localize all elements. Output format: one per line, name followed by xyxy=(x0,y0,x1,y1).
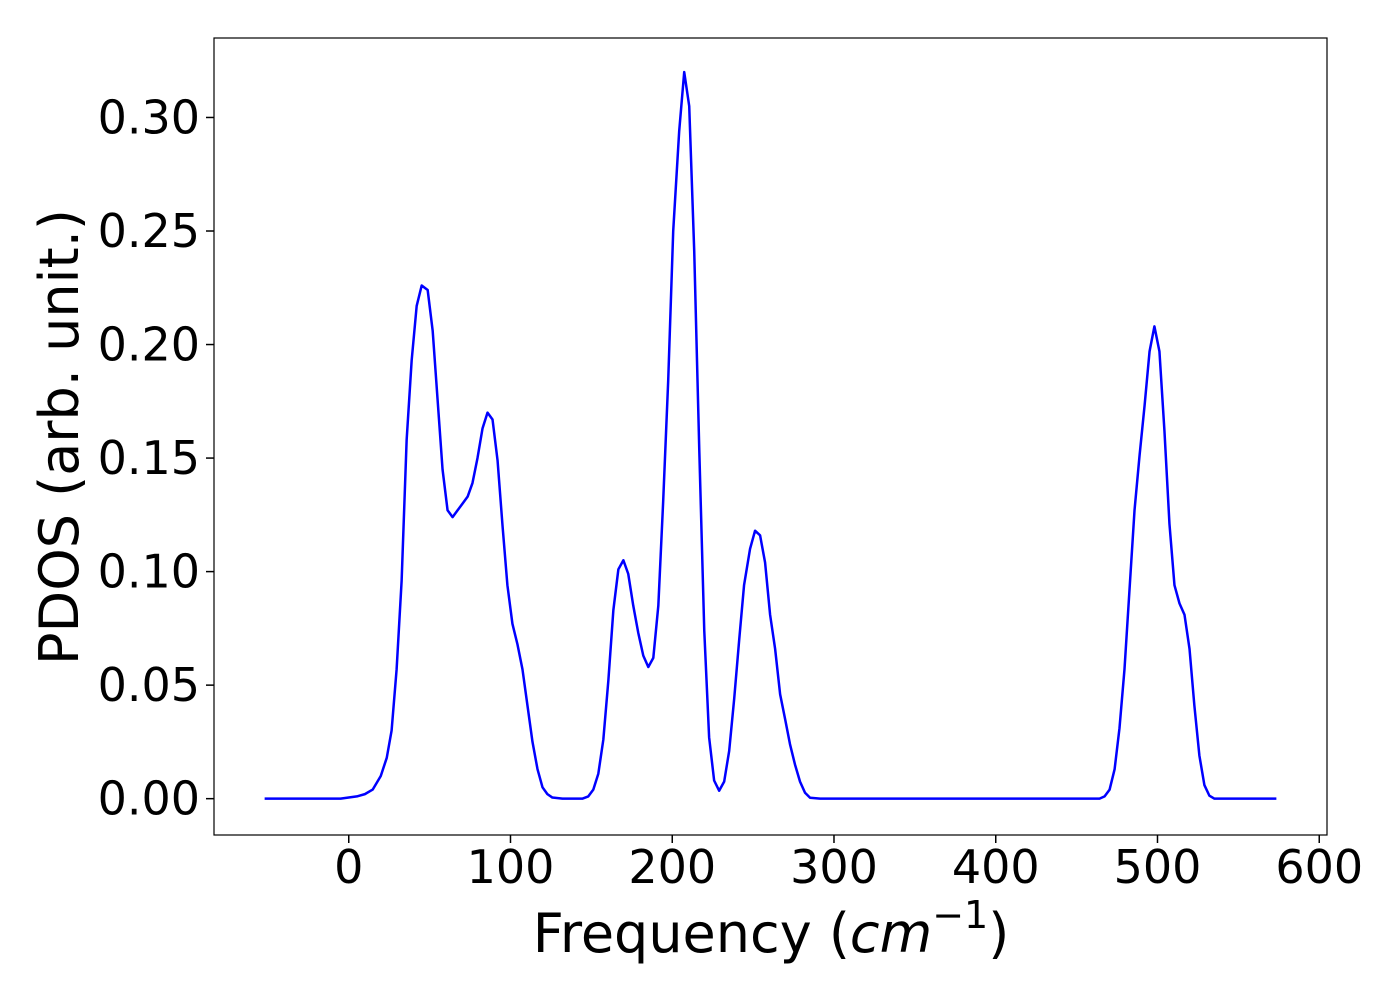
x-tick-label: 100 xyxy=(467,840,555,894)
pdos-line xyxy=(264,70,1277,800)
x-tick-label: 200 xyxy=(628,840,716,894)
x-label-part: ) xyxy=(988,902,1009,965)
y-tick-label: 0.15 xyxy=(98,431,200,485)
y-axis-label: PDOS (arb. unit.) xyxy=(28,209,91,665)
x-label-part: cm xyxy=(850,902,932,965)
x-tick-label: 500 xyxy=(1114,840,1202,894)
y-tick-label: 0.30 xyxy=(98,90,200,144)
y-tick-label: 0.20 xyxy=(98,318,200,372)
y-tick-label: 0.25 xyxy=(98,204,200,258)
y-tick-label: 0.05 xyxy=(98,658,200,712)
x-label-part: −1 xyxy=(932,893,988,937)
y-tick-label: 0.10 xyxy=(98,545,200,599)
x-tick-label: 400 xyxy=(952,840,1040,894)
x-tick-label: 0 xyxy=(334,840,363,894)
x-axis-label: Frequency (cm−1) xyxy=(533,893,1010,965)
y-tick-label: 0.00 xyxy=(98,772,200,826)
x-tick-label: 300 xyxy=(790,840,878,894)
x-label-part: Frequency ( xyxy=(533,902,850,965)
plot-frame xyxy=(213,37,1328,836)
x-tick-label: 600 xyxy=(1275,840,1363,894)
